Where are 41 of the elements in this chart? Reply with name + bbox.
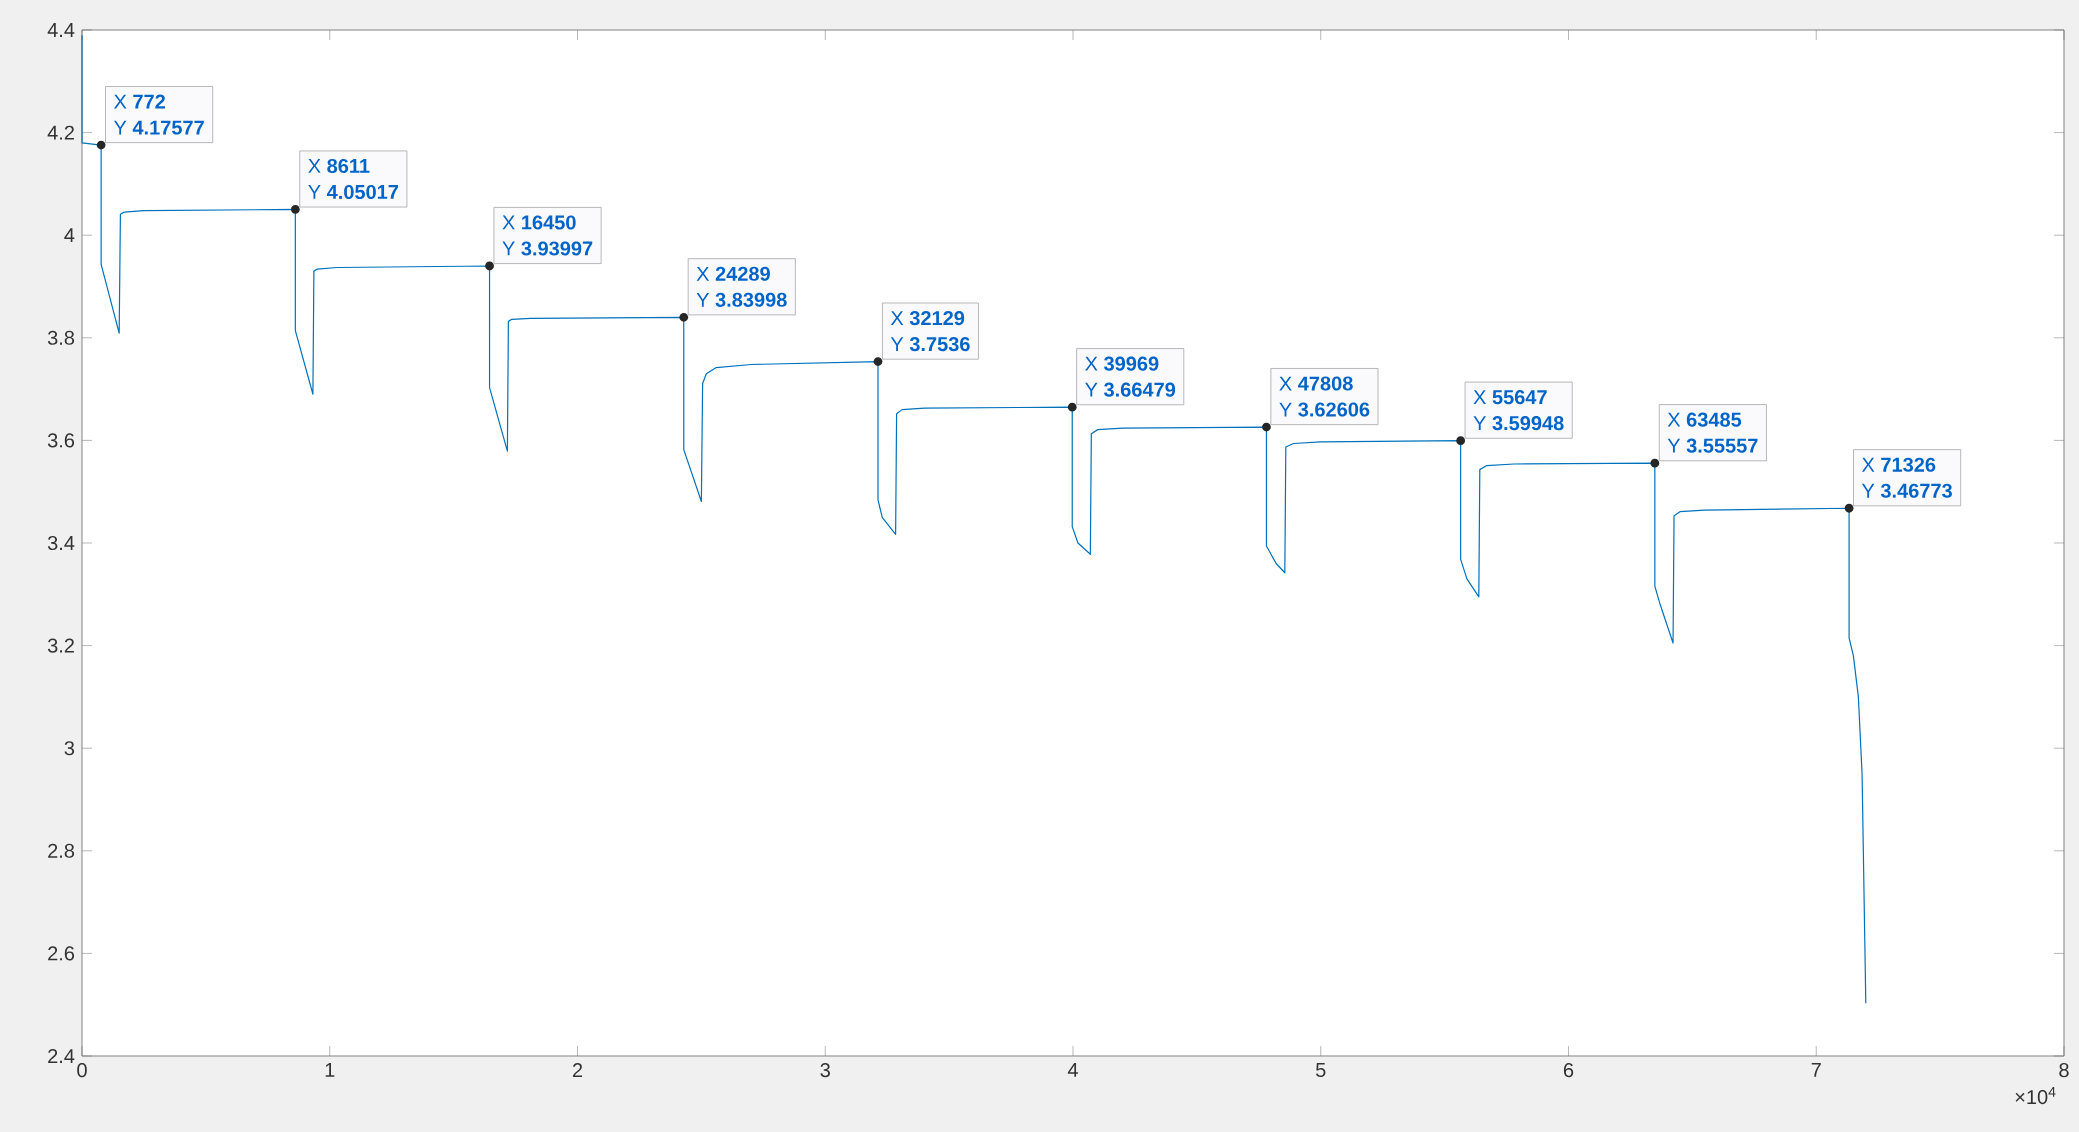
y-tick-label: 3	[64, 741, 75, 756]
annotation: Y 4.17577	[113, 120, 204, 135]
annotation: X 24289	[696, 266, 770, 281]
y-tick-label: 2.4	[48, 1049, 75, 1063]
y-tick-label: 2.8	[48, 843, 75, 858]
y-tick-label: 3.4	[47, 535, 75, 551]
y-tick-label: 3.2	[47, 638, 74, 653]
x-tick-label: 8	[2059, 1063, 2069, 1078]
y-tick-label: 3.8	[47, 330, 75, 345]
annotation: Y 3.46773	[1861, 483, 1952, 498]
annotation: X 32129	[890, 311, 965, 326]
annotation: Y 3.62606	[1279, 402, 1370, 417]
x-tick-label: 4	[1067, 1063, 1078, 1077]
y-tick-label: 4.2	[47, 125, 74, 140]
y-tick-label: 2.6	[48, 946, 75, 961]
annotation: X 8611	[308, 158, 370, 174]
annotation: X 55647	[1473, 390, 1547, 405]
annotation: X 772	[113, 94, 165, 109]
x-tick-label: 6	[1563, 1063, 1574, 1078]
x-tick-label: 1	[325, 1063, 335, 1077]
annotation: X 71326	[1861, 457, 1936, 472]
annotation: X 47808	[1279, 376, 1353, 391]
annotation: X 39969	[1085, 356, 1159, 371]
annotation: Y 4.05017	[308, 184, 399, 200]
x-tick-label: 0	[77, 1063, 87, 1078]
annotation: X 63485	[1667, 412, 1742, 427]
y-tick-label: 4.4	[47, 23, 75, 37]
x-tick-label: 7	[1811, 1063, 1821, 1077]
annotation: X 16450	[502, 215, 576, 230]
x-tick-label: 3	[820, 1063, 830, 1078]
text: ×10$^{4}$	[2015, 1087, 2056, 1105]
y-tick-label: 4	[64, 228, 75, 243]
annotation: Y 3.83998	[696, 292, 787, 307]
x-tick-label: 5	[1316, 1063, 1326, 1078]
annotation: Y 3.7536	[890, 337, 970, 352]
y-tick-label: 3.6	[47, 433, 75, 448]
annotation: Y 3.93997	[502, 241, 593, 256]
annotation: Y 3.55557	[1667, 438, 1758, 453]
annotation: Y 3.59948	[1473, 416, 1564, 431]
x-tick-label: 2	[572, 1063, 583, 1078]
annotation: Y 3.66479	[1085, 382, 1176, 397]
